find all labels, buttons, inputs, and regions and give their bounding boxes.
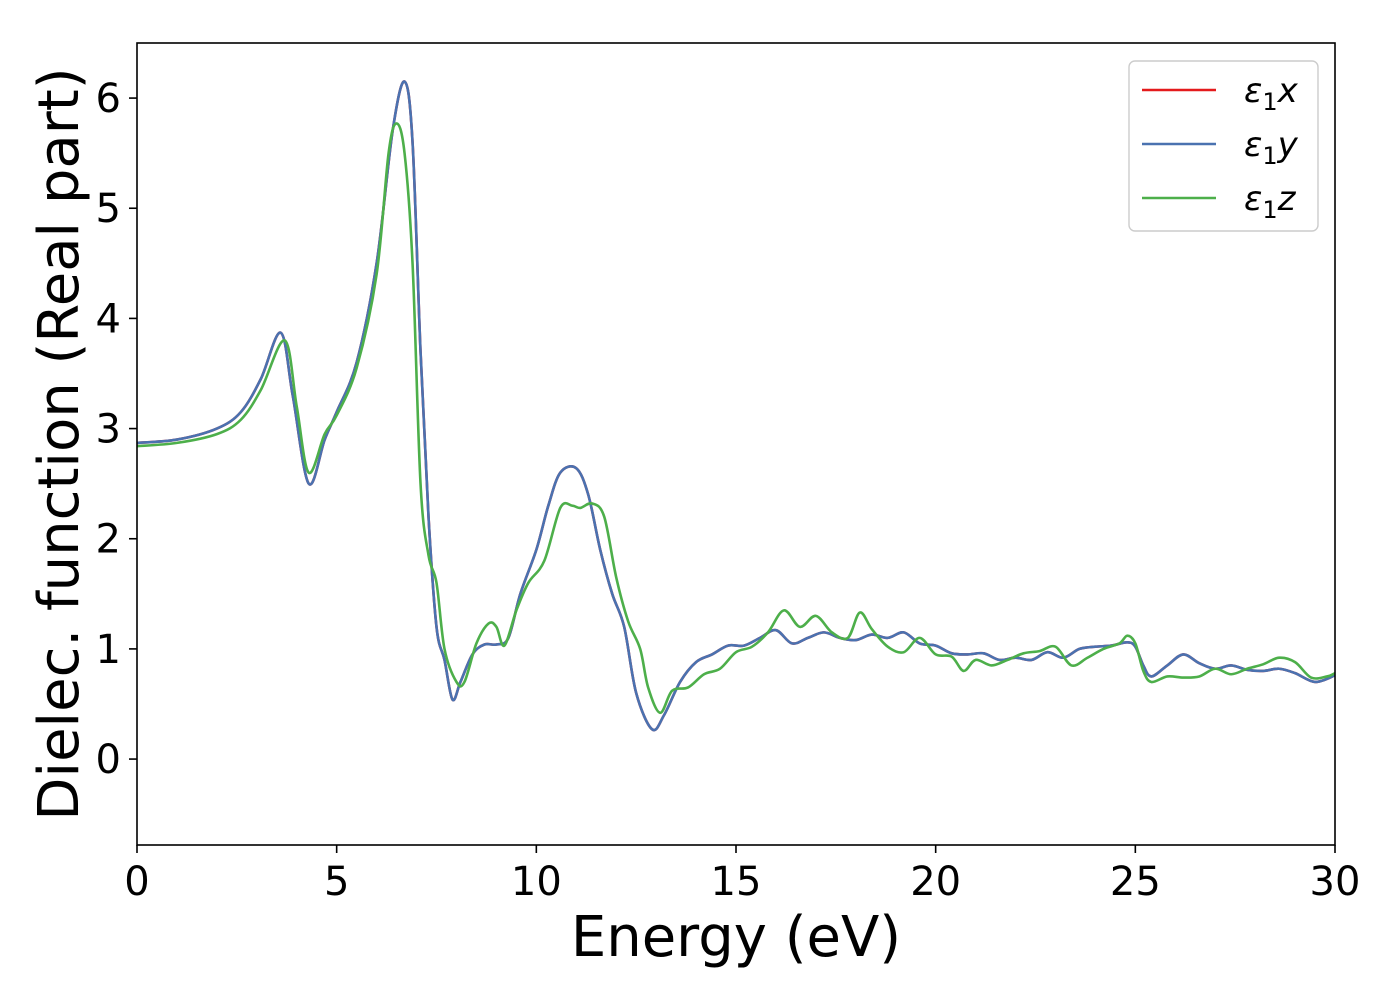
series-line-y [137,80,1335,732]
x-axis-label: Energy (eV) [571,905,901,970]
y-tick-label: 2 [96,517,121,563]
y-tick-label: 4 [96,296,121,342]
x-tick-label: 10 [511,859,562,905]
y-tick-label: 0 [96,737,121,783]
legend-label-y: ε1y [1244,125,1299,170]
x-tick-label: 5 [324,859,349,905]
legend: ε1x ε1y ε1z [1128,60,1319,232]
x-tick-label: 30 [1310,859,1361,905]
y-axis: 0 1 2 3 4 5 6 [96,76,137,783]
x-tick-label: 20 [910,859,961,905]
series-layer [137,80,1335,732]
y-tick-label: 6 [96,76,121,122]
series-line-z [137,122,1335,715]
x-tick-label: 0 [124,859,149,905]
legend-box [1128,60,1319,232]
y-tick-label: 3 [96,407,121,453]
legend-label-x: ε1x [1244,71,1299,116]
x-tick-label: 25 [1110,859,1161,905]
legend-label-z: ε1z [1244,179,1297,224]
x-tick-label: 15 [711,859,762,905]
y-tick-label: 1 [96,627,121,673]
y-tick-label: 5 [96,186,121,232]
y-axis-label: Dielec. function (Real part) [27,67,92,820]
x-axis: 0 5 10 15 20 25 30 [124,845,1360,905]
